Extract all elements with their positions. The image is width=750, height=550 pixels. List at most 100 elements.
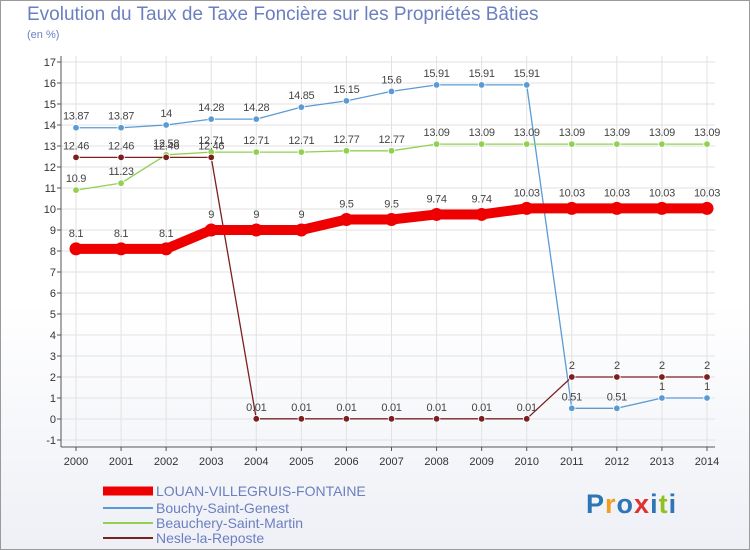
data-point	[162, 153, 170, 162]
y-tick-label: 13	[44, 141, 56, 153]
data-point	[568, 404, 576, 412]
y-tick-label: -1	[46, 435, 56, 447]
y-tick-label: 5	[50, 309, 56, 321]
data-point	[159, 242, 173, 256]
data-label: 15.91	[424, 68, 450, 80]
data-point	[658, 140, 666, 148]
data-label: 2	[704, 360, 710, 372]
logo-letter: i	[650, 489, 659, 519]
proxiti-logo: Proxiti	[586, 489, 677, 520]
data-point	[477, 415, 486, 423]
y-tick-label: 15	[44, 99, 56, 111]
chart-title: Evolution du Taux de Taxe Foncière sur l…	[27, 4, 539, 25]
data-point	[610, 201, 624, 215]
data-point	[523, 81, 531, 89]
data-point	[342, 147, 351, 155]
x-tick-label: 2012	[605, 456, 629, 468]
data-point	[72, 186, 80, 194]
x-tick-label: 2005	[289, 456, 313, 468]
data-label: 0.01	[472, 402, 492, 414]
data-point	[252, 415, 260, 423]
data-label: 9.5	[339, 199, 354, 211]
data-label: 12.58	[153, 138, 179, 150]
y-tick-label: 1	[50, 393, 56, 405]
data-point	[294, 223, 308, 237]
x-tick-label: 2010	[514, 456, 538, 468]
logo-letter: x	[634, 489, 651, 519]
y-tick-label: 3	[50, 351, 56, 363]
data-point	[613, 140, 621, 148]
data-point	[72, 124, 80, 132]
data-point	[69, 242, 83, 256]
data-point	[342, 97, 351, 105]
x-tick-label: 2006	[334, 456, 358, 468]
data-point	[387, 147, 396, 155]
data-label: 0.01	[336, 402, 356, 414]
data-label: 9	[208, 209, 214, 221]
data-point	[385, 213, 398, 226]
data-label: 2	[659, 360, 665, 372]
x-tick-label: 2000	[64, 456, 88, 468]
data-point	[475, 207, 489, 221]
y-tick-label: 2	[50, 372, 56, 384]
data-point	[297, 415, 306, 423]
data-point	[568, 373, 576, 381]
data-label: 1	[659, 381, 665, 393]
y-tick-label: 16	[44, 78, 56, 90]
data-label: 15.91	[514, 68, 540, 80]
data-label: 10.03	[514, 187, 540, 199]
data-label: 9.5	[384, 199, 399, 211]
y-tick-label: 10	[44, 204, 56, 216]
data-label: 0.51	[607, 391, 627, 403]
data-point	[565, 201, 579, 215]
data-point	[114, 242, 128, 256]
data-label: 0.01	[291, 402, 311, 414]
data-point	[658, 373, 666, 381]
data-point	[342, 415, 351, 423]
y-axis-unit: (en %)	[27, 29, 60, 41]
data-label: 0.51	[562, 391, 582, 403]
x-tick-label: 2003	[199, 456, 223, 468]
data-label: 12.71	[243, 135, 269, 147]
data-point	[703, 394, 711, 402]
data-point	[387, 415, 396, 423]
data-label: 15.6	[381, 74, 401, 86]
data-label: 15.91	[469, 68, 495, 80]
x-tick-label: 2002	[154, 456, 178, 468]
data-label: 13.09	[514, 127, 540, 139]
data-label: 14.28	[198, 102, 224, 114]
data-point	[72, 153, 80, 162]
data-point	[703, 373, 711, 381]
data-label: 0.01	[517, 402, 537, 414]
data-point	[117, 124, 125, 132]
data-point	[430, 207, 444, 221]
data-point	[207, 115, 215, 123]
data-point	[658, 394, 666, 402]
data-label: 8.1	[114, 228, 129, 240]
data-label: 10.03	[694, 187, 720, 199]
data-label: 13.87	[63, 111, 89, 123]
data-point	[523, 415, 531, 423]
data-point	[339, 213, 353, 226]
data-label: 13.09	[694, 127, 720, 139]
data-label: 9	[253, 209, 259, 221]
x-tick-label: 2011	[560, 456, 584, 468]
data-point	[387, 87, 396, 96]
logo-letter: o	[616, 489, 635, 519]
data-point	[477, 81, 486, 89]
data-label: 13.09	[604, 127, 630, 139]
logo-letter: i	[668, 489, 678, 519]
data-point	[432, 140, 441, 148]
y-tick-label: 9	[50, 225, 56, 237]
x-tick-label: 2009	[469, 456, 493, 468]
data-label: 12.46	[153, 140, 179, 152]
data-point	[520, 201, 534, 215]
legend-label: Bouchy-Saint-Genest	[156, 500, 289, 516]
data-point	[207, 153, 215, 162]
data-label: 9.74	[472, 193, 492, 205]
logo-letter: t	[658, 489, 669, 519]
data-label: 2	[614, 360, 620, 372]
